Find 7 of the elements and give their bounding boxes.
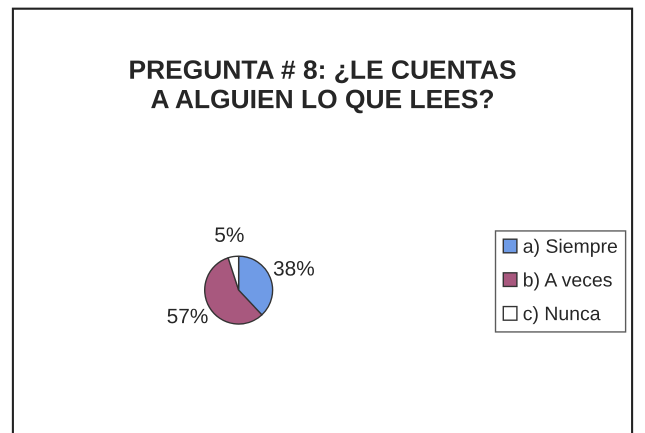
legend-label: b) A veces [524, 272, 612, 291]
legend-label: a) Siempre [524, 238, 617, 257]
legend-label: c) Nunca [524, 306, 601, 324]
data-label: 5% [215, 227, 244, 242]
data-label: 57% [168, 308, 208, 324]
data-label: 38% [274, 260, 314, 276]
chart-title: PREGUNTA # 8: ¿LE CUENTAS A ALGUIEN LO QUE LEES? [130, 60, 516, 114]
